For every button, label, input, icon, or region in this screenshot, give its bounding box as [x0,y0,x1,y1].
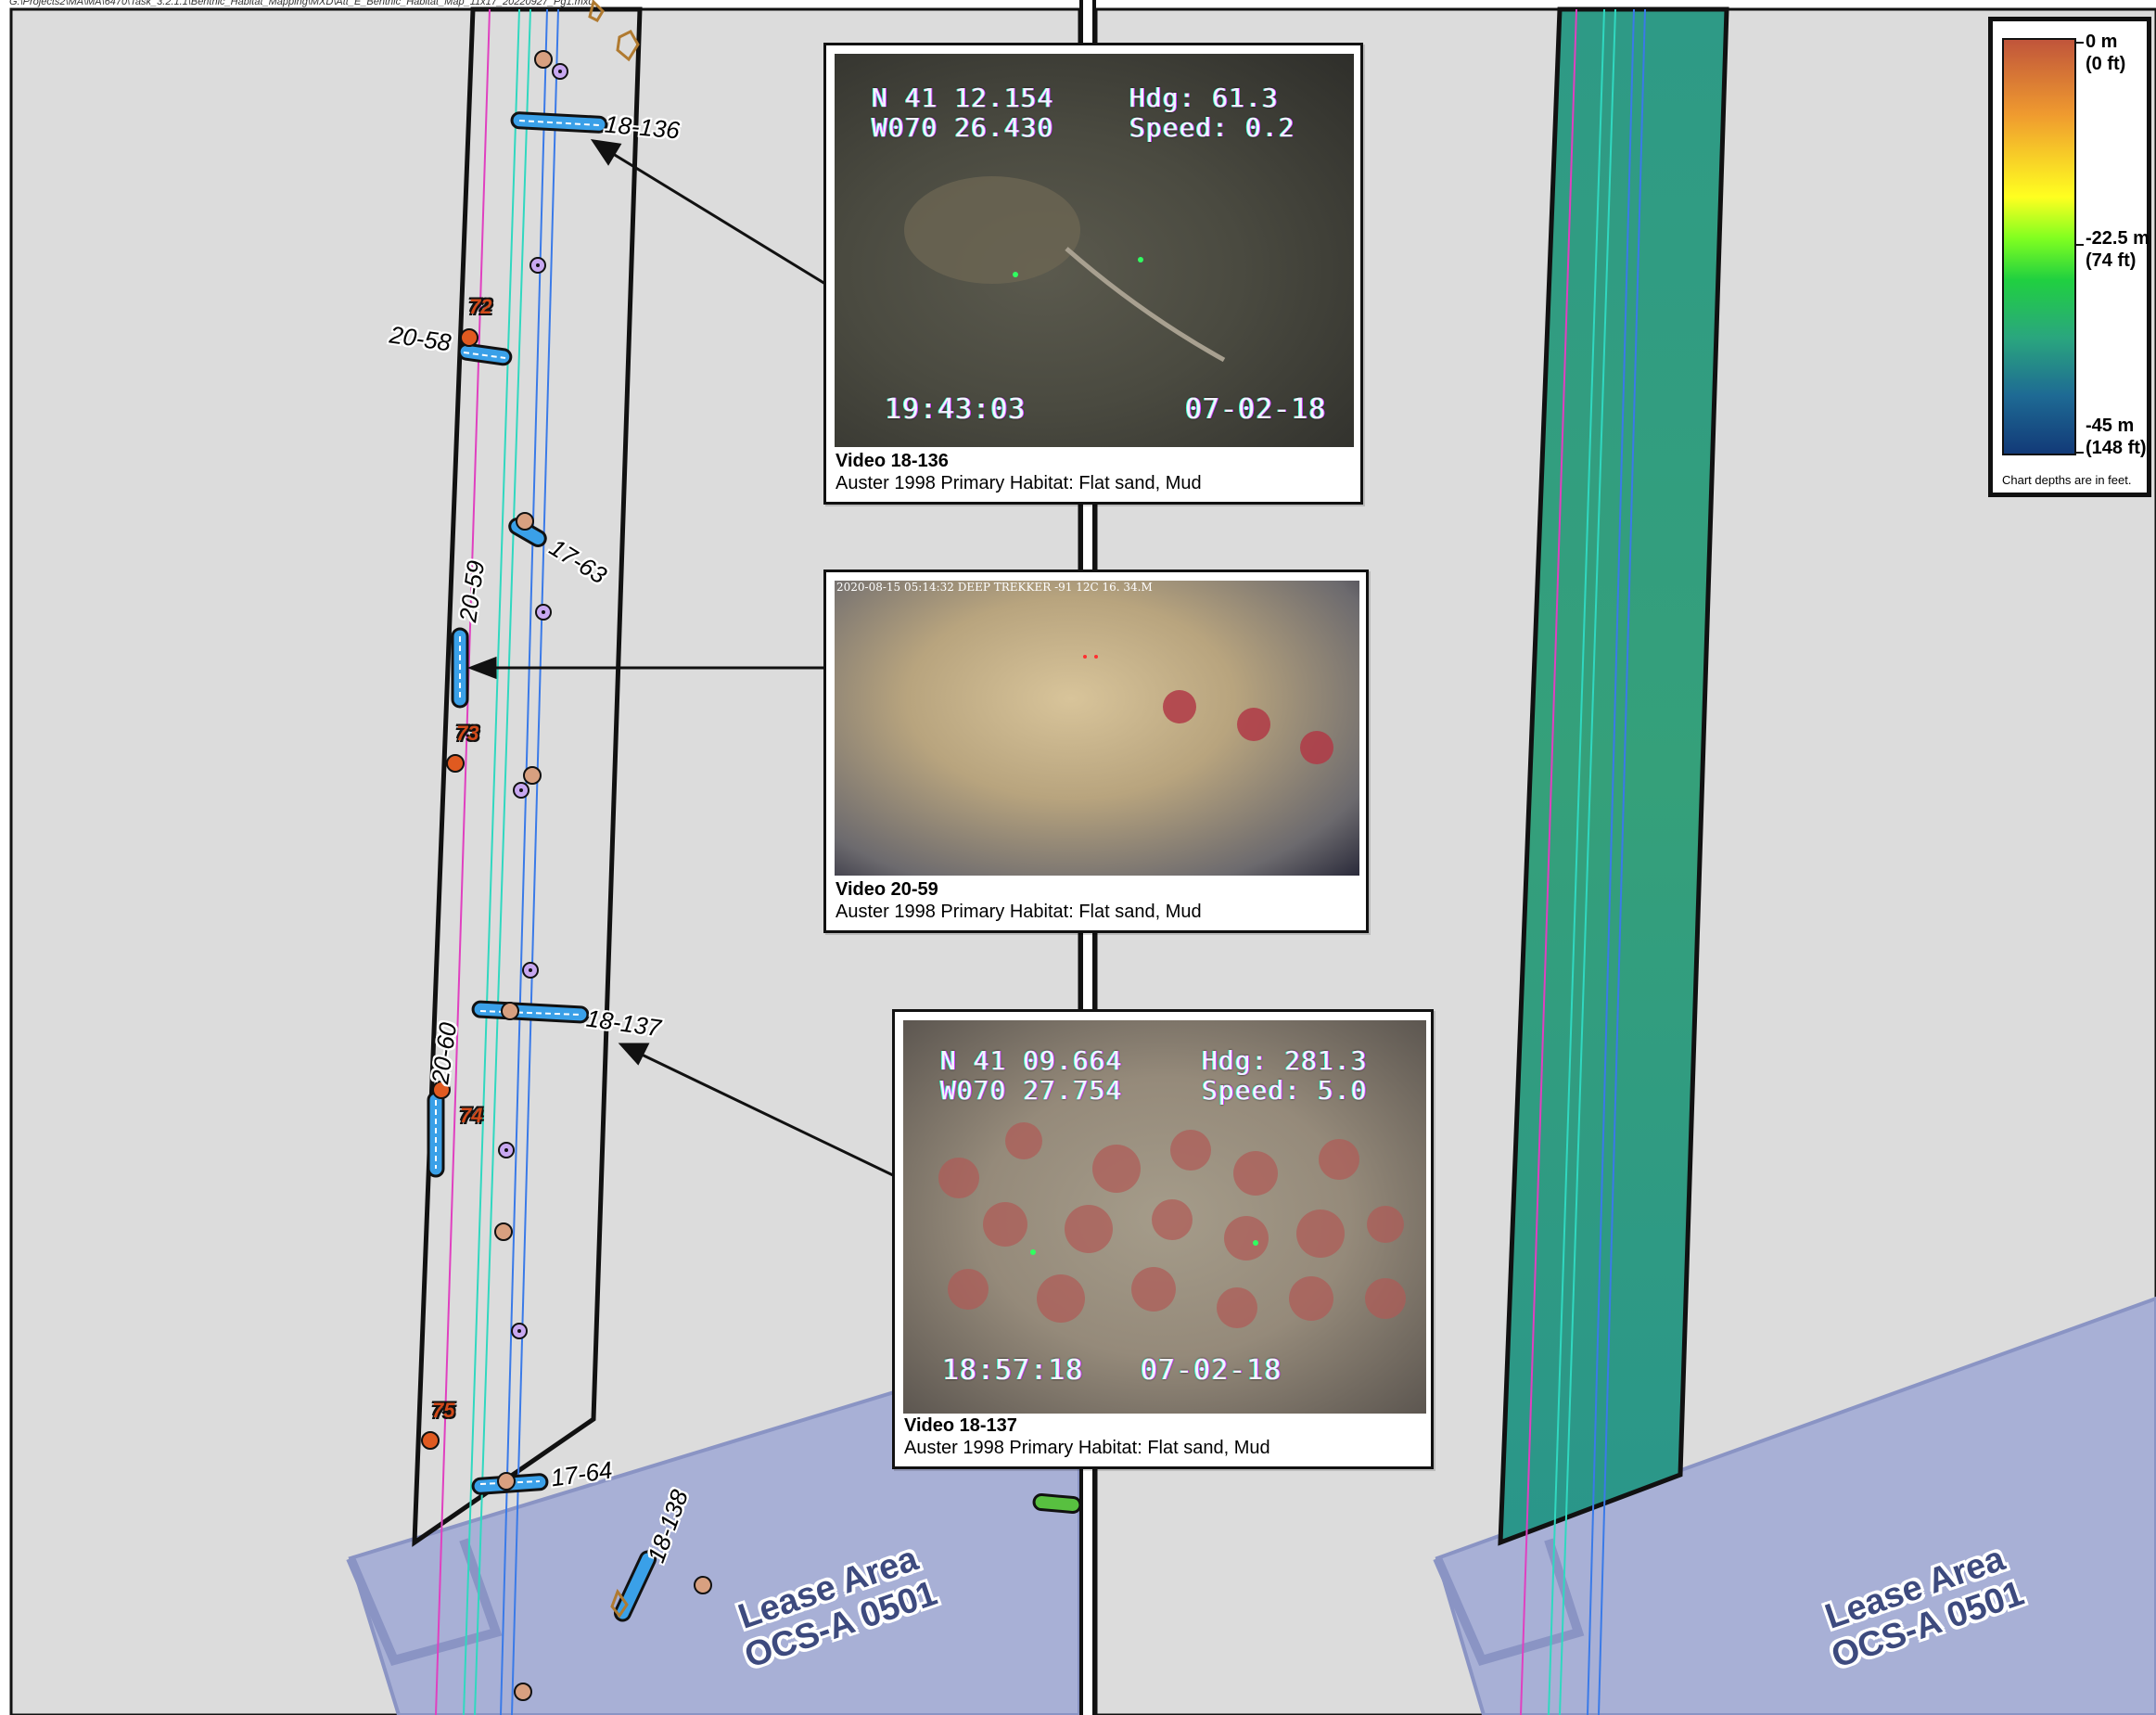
osd-header-2: 2020-08-15 05:14:32 DEEP TREKKER -91 12C… [836,581,1153,594]
callout-arrows [466,139,896,1178]
cable-route-cyan2-left [474,8,531,1715]
osd-date-1: 07-02-18 [1185,393,1327,426]
osd-position-3: N 41 09.664 W070 27.754 [940,1045,1123,1106]
legend-tick-mid [2074,244,2084,246]
osd-heading-1: Hdg: 61.3 Speed: 0.2 [1129,83,1295,143]
video-frame-20-59: 2020-08-15 05:14:32 DEEP TREKKER -91 12C… [823,570,1369,933]
arrow-head-3 [618,1043,650,1066]
cable-route-blue1-right [1587,8,1635,1715]
sample-point-centers [504,70,562,1333]
cable-route-blue2-left [511,8,559,1715]
video-frame-18-136: N 41 12.154 W070 26.430 Hdg: 61.3 Speed: 0… [823,43,1363,505]
cable-route-cyan2-right [1559,8,1616,1715]
video-title-20-59: Video 20-59 [836,879,938,900]
depth-legend: 0 m (0 ft) -22.5 m (74 ft) -45 m (148 ft) C… [1988,17,2151,497]
cable-route-cyan1-right [1548,8,1605,1715]
sample-label-72: 72 [469,295,492,318]
video-title-18-137: Video 18-137 [904,1415,1017,1436]
osd-time-3: 18:57:18 [942,1354,1084,1387]
video-still-18-136: N 41 12.154 W070 26.430 Hdg: 61.3 Speed: 0… [835,54,1354,447]
osd-time-1: 19:43:03 [885,393,1027,426]
cable-route-magenta-right [1520,8,1577,1715]
transect-dashes [435,120,600,1485]
legend-note: Chart depths are in feet. [2002,473,2132,487]
cable-route-blue2-right [1598,8,1646,1715]
video-frame-18-137: N 41 09.664 W070 27.754 Hdg: 281.3 Speed: … [892,1009,1434,1469]
cable-route-magenta-left [435,8,491,1715]
video-still-18-137: N 41 09.664 W070 27.754 Hdg: 281.3 Speed: … [903,1020,1426,1414]
legend-tick-top [2074,42,2084,44]
legend-tick-bottom [2074,452,2084,454]
osd-heading-3: Hdg: 281.3 Speed: 5.0 [1202,1045,1368,1106]
arrow-head-2 [466,656,497,680]
sample-label-73: 73 [456,722,479,745]
osd-position-1: N 41 12.154 W070 26.430 [872,83,1054,143]
survey-corridor-left [412,6,643,1547]
habitat-feature-outline-top2 [588,0,605,22]
depth-color-ramp [2002,38,2076,455]
legend-mid-label: -22.5 m (74 ft) [2086,228,2150,271]
lease-area-polygon-right [1435,1296,2156,1715]
video-habitat-20-59: Auster 1998 Primary Habitat: Flat sand, … [836,902,1202,922]
video-still-20-59: 2020-08-15 05:14:32 DEEP TREKKER -91 12C… [835,581,1359,876]
sample-points-orange [421,50,712,1701]
transect-green-edge [1032,1493,1082,1514]
video-habitat-18-137: Auster 1998 Primary Habitat: Flat sand, … [904,1438,1270,1458]
habitat-feature-outline-bottom [610,1588,629,1619]
cable-route-cyan1-left [463,8,520,1715]
habitat-feature-outline-top [616,30,640,62]
video-title-18-136: Video 18-136 [836,451,949,471]
sample-label-74: 74 [460,1104,483,1127]
osd-date-3: 07-02-18 [1141,1354,1282,1387]
seafloor-overlay [1083,655,1333,764]
video-habitat-18-136: Auster 1998 Primary Habitat: Flat sand, … [836,473,1202,493]
legend-bottom-label: -45 m (148 ft) [2086,416,2147,458]
arrow-head-1 [590,139,622,166]
cable-route-blue1-left [500,8,548,1715]
sample-label-75: 75 [432,1399,455,1422]
legend-top-label: 0 m (0 ft) [2086,32,2126,74]
stingray-silhouette [904,176,1226,363]
transect-20-58 [457,342,513,366]
map-file-path: G:\Projects2\MA\MA\6470\Task_3.2.1.1\Ben… [9,0,594,7]
sand-dollar-overlay [938,1122,1406,1328]
